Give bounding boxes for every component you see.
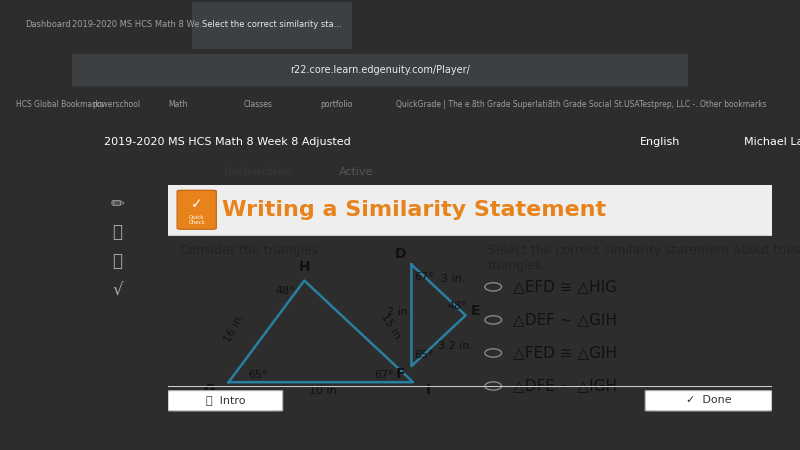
Text: HCS Global Bookmarks: HCS Global Bookmarks [16, 100, 104, 109]
Text: Michael LaPera: Michael LaPera [744, 137, 800, 147]
Text: QuickGrade | The e...: QuickGrade | The e... [396, 100, 477, 109]
Text: √: √ [112, 281, 123, 299]
Text: △EFD ≅ △HIG: △EFD ≅ △HIG [513, 279, 617, 294]
FancyBboxPatch shape [177, 190, 216, 229]
Text: 65°: 65° [414, 350, 434, 360]
Text: D: D [394, 248, 406, 261]
Text: 3 in.: 3 in. [441, 274, 465, 284]
Text: 67°: 67° [414, 272, 434, 282]
Text: r22.core.learn.edgenuity.com/Player/: r22.core.learn.edgenuity.com/Player/ [290, 65, 470, 75]
Text: Math: Math [168, 100, 187, 109]
Text: △DFE ~ △IGH: △DFE ~ △IGH [513, 378, 617, 393]
Text: 8th Grade Social St...: 8th Grade Social St... [548, 100, 629, 109]
Text: 15 in.: 15 in. [380, 312, 405, 344]
FancyBboxPatch shape [645, 391, 772, 411]
Text: ✓: ✓ [191, 197, 202, 211]
Text: 65°: 65° [248, 370, 267, 380]
Text: powerschool: powerschool [92, 100, 140, 109]
FancyBboxPatch shape [192, 2, 352, 49]
Text: Instruction: Instruction [224, 167, 292, 177]
Text: Other bookmarks: Other bookmarks [700, 100, 766, 109]
Text: ✓  Done: ✓ Done [686, 395, 731, 405]
Text: Consider the triangles.: Consider the triangles. [180, 244, 322, 257]
Text: 10 in.: 10 in. [309, 387, 341, 396]
Text: 48°: 48° [275, 286, 295, 296]
Bar [168, 184, 772, 235]
Text: 🔊  Intro: 🔊 Intro [206, 395, 245, 405]
Text: 📋: 📋 [113, 252, 122, 270]
FancyBboxPatch shape [72, 54, 688, 86]
Text: H: H [298, 261, 310, 274]
Text: 2019-2020 MS HCS Math 8 Week 8 Adjusted: 2019-2020 MS HCS Math 8 Week 8 Adjusted [104, 137, 350, 147]
Text: Select the correct similarity statement about these
triangles.: Select the correct similarity statement … [488, 244, 800, 272]
Text: 3.2 in.: 3.2 in. [438, 341, 474, 351]
Text: Writing a Similarity Statement: Writing a Similarity Statement [222, 200, 606, 220]
FancyBboxPatch shape [168, 391, 282, 411]
Text: Active: Active [339, 167, 374, 177]
Text: 16 in.: 16 in. [223, 312, 246, 344]
Text: Dashboard: Dashboard [25, 20, 71, 29]
Text: ✏: ✏ [110, 194, 125, 212]
Text: Quick
Check: Quick Check [188, 215, 205, 225]
Text: E: E [471, 304, 481, 318]
Text: 2019-2020 MS HCS Math 8 We...: 2019-2020 MS HCS Math 8 We... [72, 20, 208, 29]
Text: English: English [640, 137, 680, 147]
Text: Select the correct similarity sta...: Select the correct similarity sta... [202, 20, 342, 29]
Text: I: I [426, 383, 431, 397]
Text: F: F [395, 367, 405, 381]
Text: 67°: 67° [374, 370, 394, 380]
Text: Classes: Classes [244, 100, 273, 109]
Text: 2 in.: 2 in. [386, 307, 411, 317]
Text: △DEF ~ △GIH: △DEF ~ △GIH [513, 312, 617, 328]
Text: 8th Grade Superlati...: 8th Grade Superlati... [472, 100, 554, 109]
Text: 🎧: 🎧 [113, 223, 122, 241]
Text: portfolio: portfolio [320, 100, 352, 109]
Text: △FED ≅ △GIH: △FED ≅ △GIH [513, 346, 617, 360]
Text: USATestprep, LLC -...: USATestprep, LLC -... [624, 100, 702, 109]
Text: G: G [203, 383, 215, 397]
Text: 48°: 48° [447, 301, 467, 311]
